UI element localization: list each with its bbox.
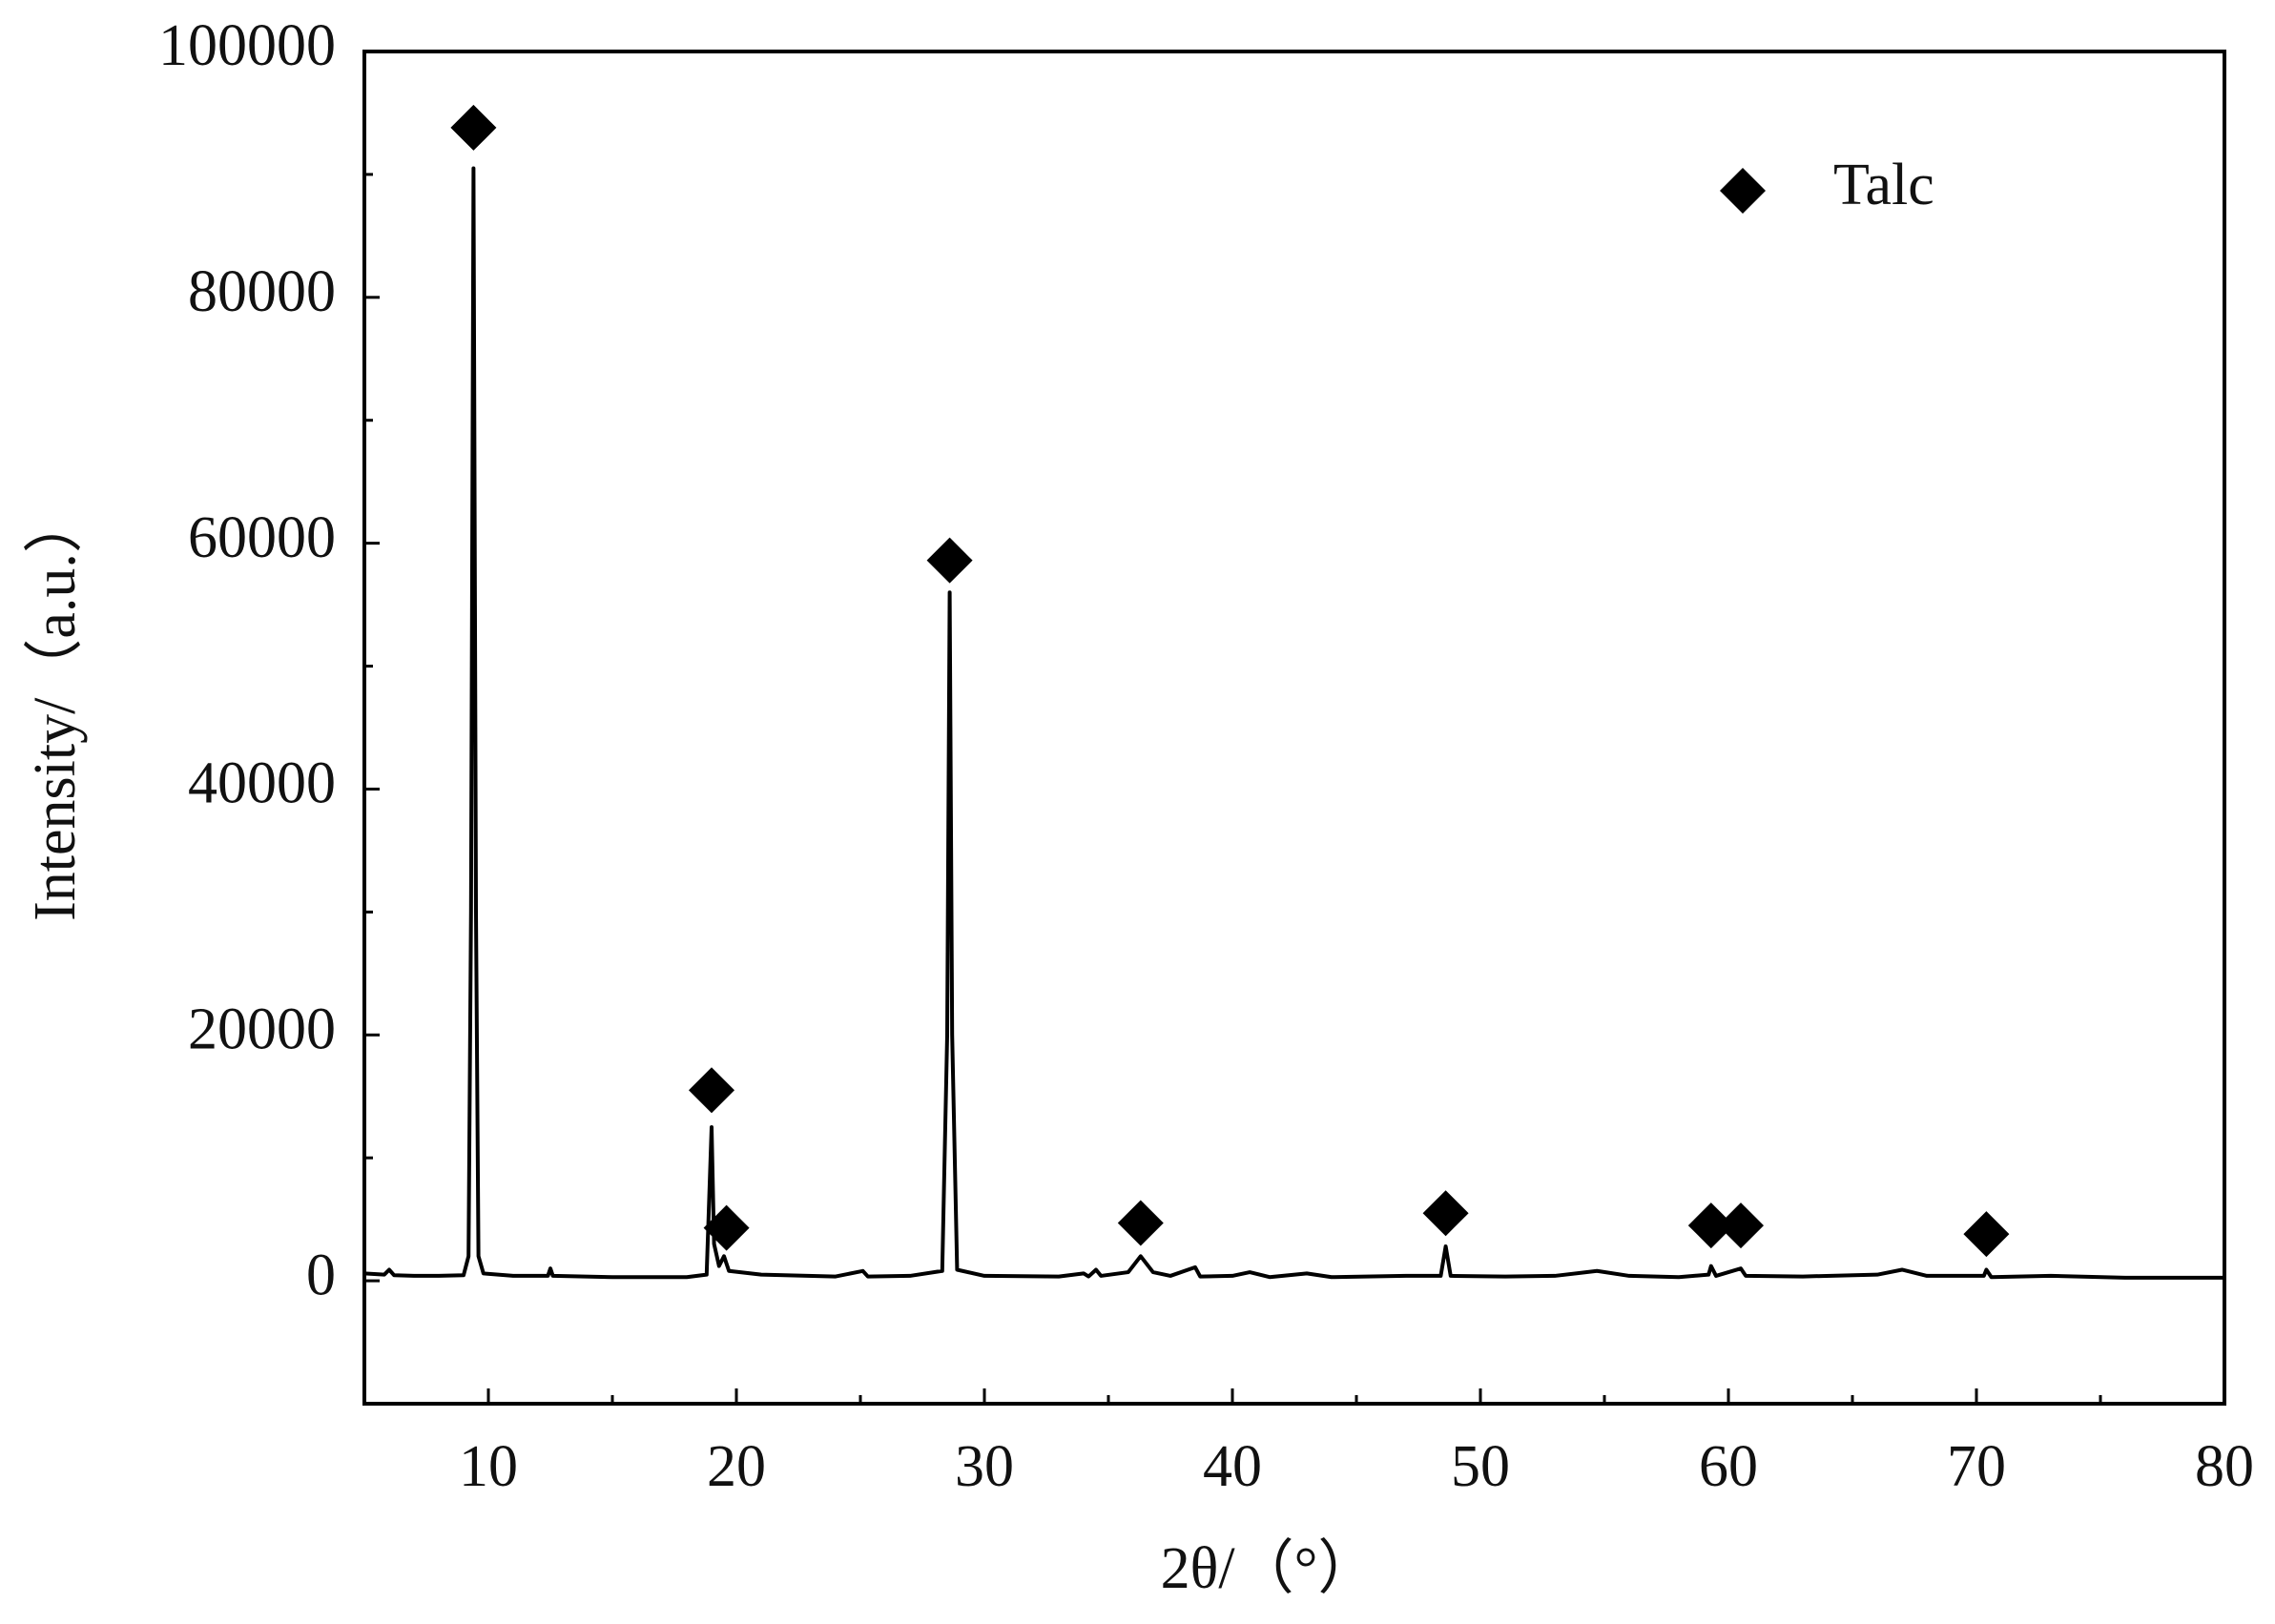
x-axis-title: 2θ/（°） xyxy=(1161,1536,1377,1601)
plot-frame xyxy=(362,50,2226,1406)
marker xyxy=(1687,1203,1734,1249)
legend-label: Talc xyxy=(1833,153,1934,217)
x-tick-label: 50 xyxy=(1451,1434,1510,1499)
x-tick-label: 60 xyxy=(1699,1434,1758,1499)
x-tick-label: 40 xyxy=(1203,1434,1262,1499)
x-tick-label: 70 xyxy=(1947,1434,2006,1499)
y-axis-title: Intensity/（a.u.） xyxy=(23,494,88,921)
y-tick-label: 60000 xyxy=(188,505,336,570)
y-tick-label: 0 xyxy=(306,1243,336,1307)
marker xyxy=(1422,1190,1469,1237)
legend-marker xyxy=(1720,168,1766,214)
y-tick-label: 80000 xyxy=(188,259,336,324)
xrd-line xyxy=(363,166,2224,1280)
marker xyxy=(1718,1203,1764,1249)
x-tick-label: 80 xyxy=(2195,1434,2254,1499)
x-tick-label: 20 xyxy=(707,1434,766,1499)
marker xyxy=(926,537,973,584)
x-tick-label: 30 xyxy=(955,1434,1014,1499)
y-tick-label: 40000 xyxy=(188,751,336,816)
marker xyxy=(1117,1200,1164,1246)
y-tick-label: 20000 xyxy=(188,997,336,1062)
x-tick-label: 10 xyxy=(459,1434,518,1499)
marker xyxy=(689,1067,734,1114)
marker xyxy=(703,1204,750,1251)
marker xyxy=(450,104,497,151)
y-tick-label: 100000 xyxy=(158,13,336,78)
marker xyxy=(1963,1211,2010,1258)
